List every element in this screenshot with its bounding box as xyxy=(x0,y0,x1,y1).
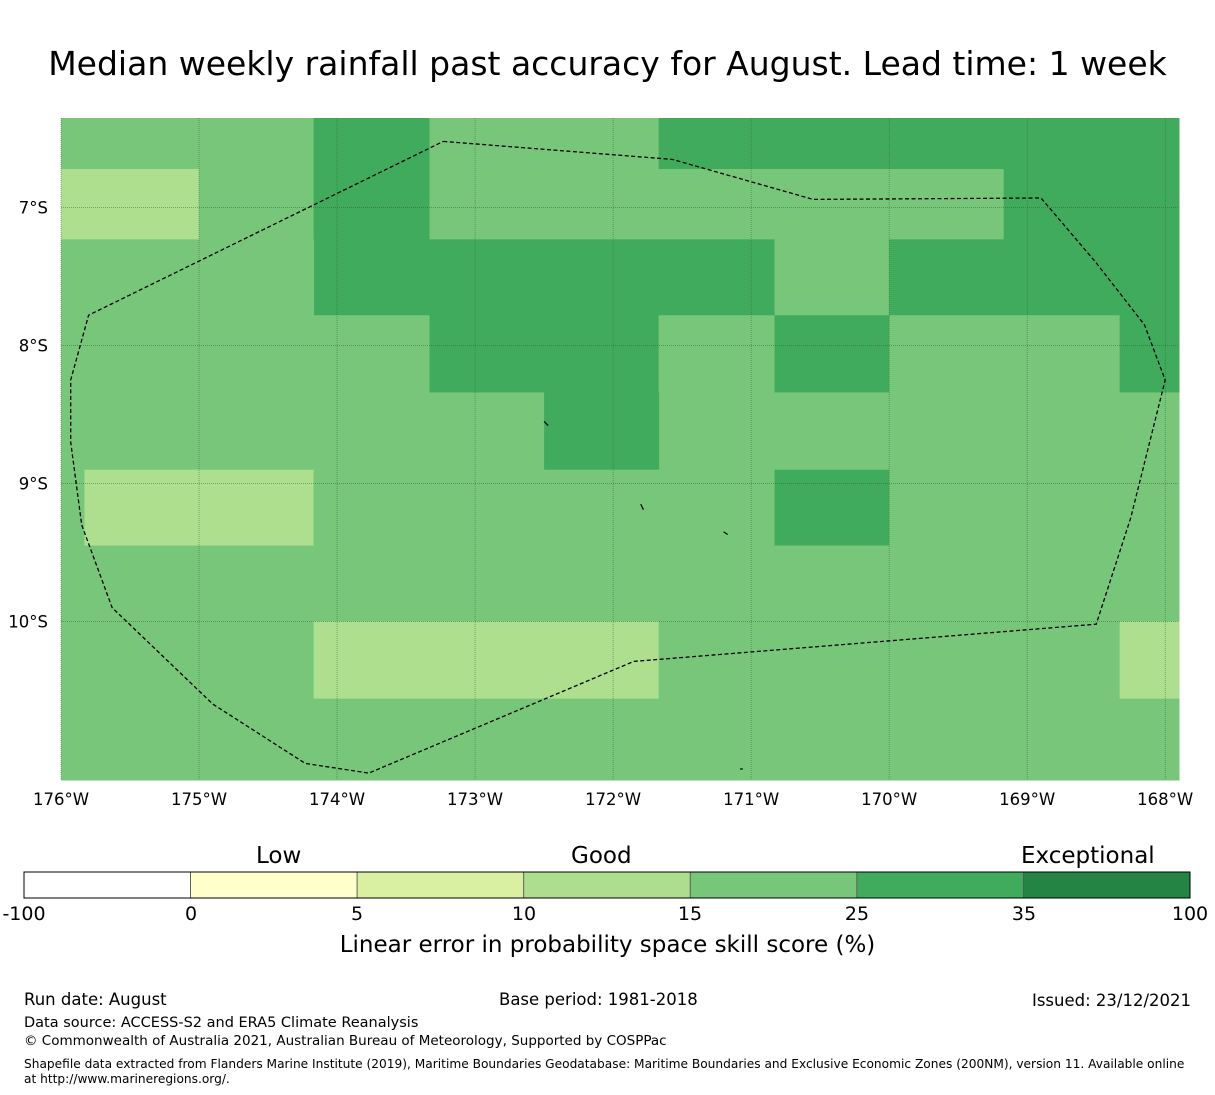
base-period: Base period: 1981-2018 xyxy=(499,990,698,1009)
colorbar-tick: 0 xyxy=(184,903,198,925)
latitude-label: 7°S xyxy=(19,199,48,218)
colorbar-segment xyxy=(1023,871,1191,899)
colorbar-segment xyxy=(23,871,191,899)
grid-cell xyxy=(774,392,890,471)
colorbar-tick: 10 xyxy=(511,903,537,925)
grid-cell xyxy=(889,239,1180,316)
longitude-label: 169°W xyxy=(999,790,1055,809)
colorbar-segment xyxy=(356,871,525,899)
grid-cell xyxy=(429,239,776,316)
colorbar-tick: 15 xyxy=(677,903,703,925)
eez-boundary-line xyxy=(70,140,1166,774)
longitude-label: 168°W xyxy=(1137,790,1193,809)
longitude-label: 173°W xyxy=(447,790,503,809)
colorbar-tick: 25 xyxy=(844,903,870,925)
latitude-labels: 7°S 8°S 9°S 10°S xyxy=(8,199,48,632)
island-outline xyxy=(543,420,549,426)
data-source: Data source: ACCESS-S2 and ERA5 Climate … xyxy=(24,1015,419,1031)
grid-cell xyxy=(429,118,660,170)
grid-cell xyxy=(313,118,431,316)
longitude-label: 172°W xyxy=(585,790,641,809)
longitude-label: 171°W xyxy=(723,790,779,809)
colorbar-word-good: Good xyxy=(571,843,632,869)
shapefile-credit: Shapefile data extracted from Flanders M… xyxy=(24,1057,1185,1086)
island-outline xyxy=(723,531,728,536)
grid-cell xyxy=(1119,621,1180,700)
grid-cell xyxy=(61,239,315,471)
colorbar-tick: 35 xyxy=(1011,903,1037,925)
colorbar-tick: 100 xyxy=(1171,903,1209,925)
colorbar xyxy=(23,871,1191,899)
grid-cell xyxy=(429,392,545,471)
grid-cell xyxy=(1119,698,1180,781)
grid-cell xyxy=(1119,392,1180,471)
grid-cell xyxy=(313,698,660,781)
grid-cell xyxy=(1119,315,1180,393)
latitude-label: 10°S xyxy=(8,612,48,631)
map-title: Median weekly rainfall past accuracy for… xyxy=(48,44,1167,83)
grid-cell xyxy=(544,392,660,471)
longitude-label: 175°W xyxy=(171,790,227,809)
grid-cell xyxy=(429,315,660,393)
grid-cell xyxy=(61,169,200,240)
colorbar-tick: -100 xyxy=(2,903,46,925)
grid-cell xyxy=(61,118,315,170)
skill-map: 7°S8°S9°S10°S 176°W 175°W 174°W 173°W 172°W 1… xyxy=(8,118,1193,809)
graticule xyxy=(60,118,1179,780)
grid-cell xyxy=(61,469,85,547)
colorbar-outline xyxy=(23,871,1191,899)
longitude-label: 170°W xyxy=(861,790,917,809)
run-date: Run date: August xyxy=(24,990,167,1009)
grid-cell xyxy=(658,315,776,471)
grid-cell xyxy=(1003,169,1180,240)
longitude-label: 176°W xyxy=(33,790,89,809)
grid-cell xyxy=(774,239,890,316)
island-outline xyxy=(640,503,645,510)
grid-cell xyxy=(889,469,1180,622)
colorbar-tick: 5 xyxy=(350,903,364,925)
grid-cell xyxy=(199,169,315,240)
grid-cell xyxy=(774,469,890,547)
colorbar-segment xyxy=(856,871,1024,899)
islands xyxy=(543,420,743,770)
grid-cell xyxy=(313,621,660,700)
colorbar-word-exceptional: Exceptional xyxy=(1021,843,1155,869)
colorbar-label: Linear error in probability space skill … xyxy=(339,932,876,958)
grid-cell xyxy=(429,169,1005,240)
colorbar-segment xyxy=(523,871,691,899)
issued-date: Issued: 23/12/2021 xyxy=(1031,991,1191,1010)
latitude-label: 8°S xyxy=(19,337,48,356)
colorbar-segment xyxy=(689,871,858,899)
eez-boundary xyxy=(70,140,1166,774)
latitude-label: 9°S xyxy=(19,474,48,493)
skill-grid-cells xyxy=(61,118,1180,781)
grid-cell xyxy=(658,118,1180,170)
grid-cell xyxy=(889,315,1121,471)
grid-cell xyxy=(774,545,890,622)
colorbar-segment xyxy=(190,871,358,899)
grid-cell xyxy=(61,621,315,781)
colorbar-word-low: Low xyxy=(256,843,302,869)
copyright: © Commonwealth of Australia 2021, Austra… xyxy=(24,1033,667,1049)
grid-cell xyxy=(313,315,431,471)
longitude-label: 174°W xyxy=(309,790,365,809)
grid-cell xyxy=(774,315,890,393)
grid-cell xyxy=(61,545,776,622)
longitude-labels: 176°W 175°W 174°W 173°W 172°W 171°W 170°W 169°W… xyxy=(33,790,1193,809)
